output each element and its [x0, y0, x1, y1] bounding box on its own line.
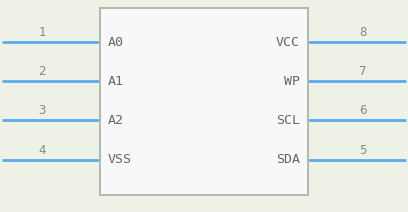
Text: 5: 5	[359, 144, 367, 157]
Text: VSS: VSS	[108, 153, 132, 166]
Text: 1: 1	[38, 26, 46, 39]
Text: WP: WP	[284, 75, 300, 88]
Text: A2: A2	[108, 114, 124, 127]
Text: 3: 3	[38, 105, 46, 117]
Text: SCL: SCL	[276, 114, 300, 127]
Text: 6: 6	[359, 105, 367, 117]
Text: 8: 8	[359, 26, 367, 39]
Text: VCC: VCC	[276, 36, 300, 49]
Text: 2: 2	[38, 65, 46, 78]
Bar	[100, 8, 308, 195]
Text: A0: A0	[108, 36, 124, 49]
Text: A1: A1	[108, 75, 124, 88]
Text: SDA: SDA	[276, 153, 300, 166]
Text: 4: 4	[38, 144, 46, 157]
Text: 7: 7	[359, 65, 367, 78]
